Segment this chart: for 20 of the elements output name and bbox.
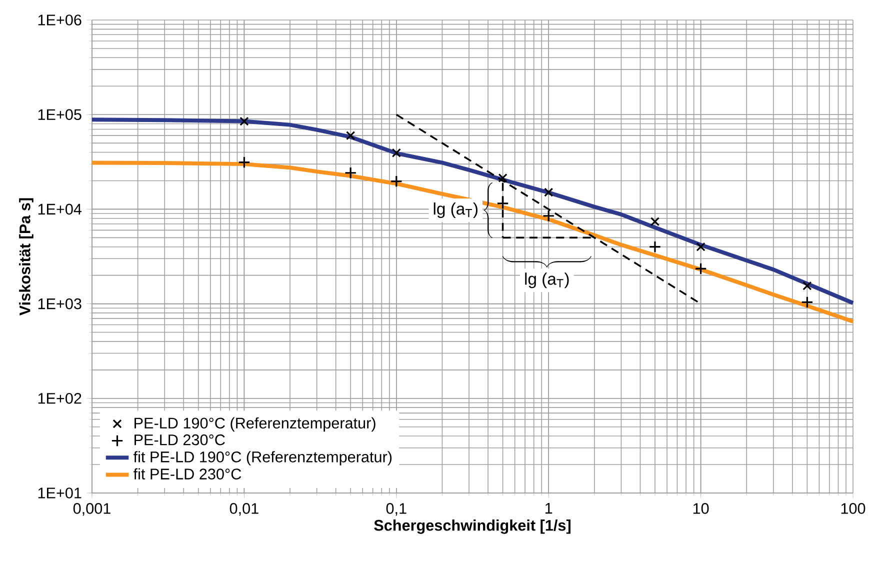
y-tick-label: 1E+04 [38,204,82,215]
legend-label: PE-LD 190°C (Referenztemperatur) [134,417,376,432]
annotation: lg (a$_{T}$) [525,272,569,288]
y-tick-label: 1E+03 [38,298,82,310]
x-tick-label: 100 [841,503,866,514]
x-tick-label: 1 [546,503,552,514]
legend-label: fit PE-LD 230°C [134,468,242,480]
x-tick-label: 0,1 [386,503,406,516]
y-tick-label: 1E+05 [38,109,82,120]
y-tick-label: 1E+01 [38,488,82,498]
y-tick-label: 1E+06 [38,14,82,26]
legend-label: PE-LD 230°C [134,434,225,446]
legend-label: fit PE-LD 190°C (Referenztemperatur) [134,451,392,466]
x-axis-title: Schergeschwindigkeit [1/s] [374,520,570,534]
x-tick-label: 10 [693,503,709,514]
y-tick-label: 1E+02 [38,392,82,404]
annotation: lg (a$_{T}$) [434,202,478,218]
x-tick-label: 0,001 [73,503,110,516]
y-axis-title: Viskosität [Pa s] [19,198,34,316]
x-tick-label: 0,01 [230,503,258,516]
